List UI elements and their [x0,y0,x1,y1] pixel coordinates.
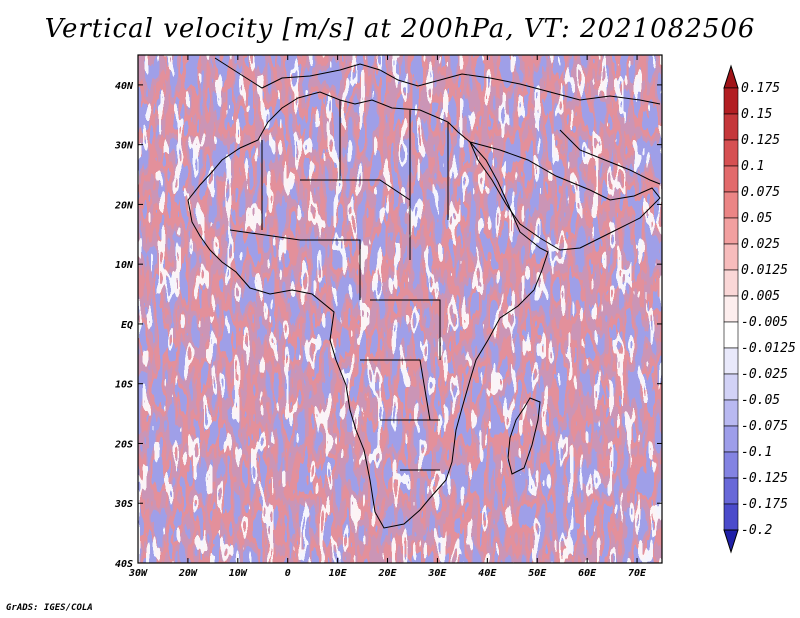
colorbar-swatch [723,347,739,375]
colorbar-label: 0.025 [741,237,780,252]
colorbar-swatch [723,451,739,479]
lon-tick-label: 50E [528,568,547,579]
lon-tick-label: 10W [229,568,248,579]
colorbar-label: -0.2 [741,523,772,538]
lat-tick-label: 20S [114,439,133,450]
colorbar-swatch [723,425,739,453]
longitude-ticks: 30W 20W 10W 0 10E 20E 30E 40E 50E 60E 70E [128,55,647,579]
colorbar-label: -0.1 [741,445,772,460]
colorbar-label: 0.05 [741,211,772,226]
colorbar-label: -0.0125 [741,341,796,356]
colorbar-label: 0.005 [741,289,780,304]
colorbar-swatch [723,269,739,297]
lat-tick-label: 10S [115,380,133,391]
colorbar-swatch [723,477,739,505]
colorbar-swatch [723,113,739,141]
lon-tick-label: 20W [178,568,198,579]
latitude-ticks: 40N 30N 20N 10N EQ 10S 20S 30S 40S [114,81,662,570]
map-frame [137,54,663,564]
lon-tick-label: 70E [628,568,647,579]
lat-tick-label: 30S [114,499,133,510]
colorbar-swatch [723,321,739,349]
colorbar-label: -0.025 [741,367,788,382]
lat-tick-label: EQ [121,320,133,331]
colorbar-label: -0.005 [741,315,788,330]
colorbar-swatch [723,399,739,427]
colorbar-swatch [723,243,739,271]
colorbar-swatch [723,165,739,193]
lon-tick-label: 30E [427,568,447,579]
colorbar-label: -0.075 [741,419,788,434]
lon-tick-label: 30W [128,568,148,579]
credit-text: GrADS: IGES/COLA [6,603,93,613]
colorbar-top-arrow [723,64,739,89]
lat-tick-label: 10N [115,260,134,271]
colorbar-label: -0.175 [741,497,788,512]
colorbar-label: 0.175 [741,81,780,96]
colorbar-swatch [723,139,739,167]
colorbar: 0.175 0.15 0.125 0.1 0.075 0.05 0.025 0.0125 0.0… [723,64,796,554]
colorbar-swatch [723,217,739,245]
map-title: Vertical velocity [m/s] at 200hPa, VT: 2… [44,14,756,44]
lon-tick-label: 40E [478,568,497,579]
colorbar-label: 0.125 [741,133,780,148]
lon-tick-label: 20E [377,568,397,579]
lon-tick-label: 10E [329,568,348,579]
colorbar-swatch [723,373,739,401]
colorbar-swatch [723,87,739,115]
colorbar-bottom-arrow [723,529,739,554]
lat-tick-label: 40N [115,81,134,92]
colorbar-swatch [723,191,739,219]
colorbar-label: 0.1 [741,159,764,174]
lat-tick-label: 20N [114,200,134,211]
lat-tick-label: 30N [114,141,134,152]
colorbar-label: -0.05 [741,393,780,408]
colorbar-label: 0.0125 [741,263,788,278]
coastlines-and-borders [187,57,661,529]
lon-tick-label: 60E [578,568,597,579]
colorbar-label: 0.15 [741,107,772,122]
lon-tick-label: 0 [285,568,291,579]
colorbar-label: 0.075 [741,185,780,200]
lat-tick-label: 40S [115,559,133,570]
colorbar-swatch [723,295,739,323]
colorbar-swatch [723,503,739,531]
colorbar-label: -0.125 [741,471,788,486]
velocity-field [138,55,662,563]
